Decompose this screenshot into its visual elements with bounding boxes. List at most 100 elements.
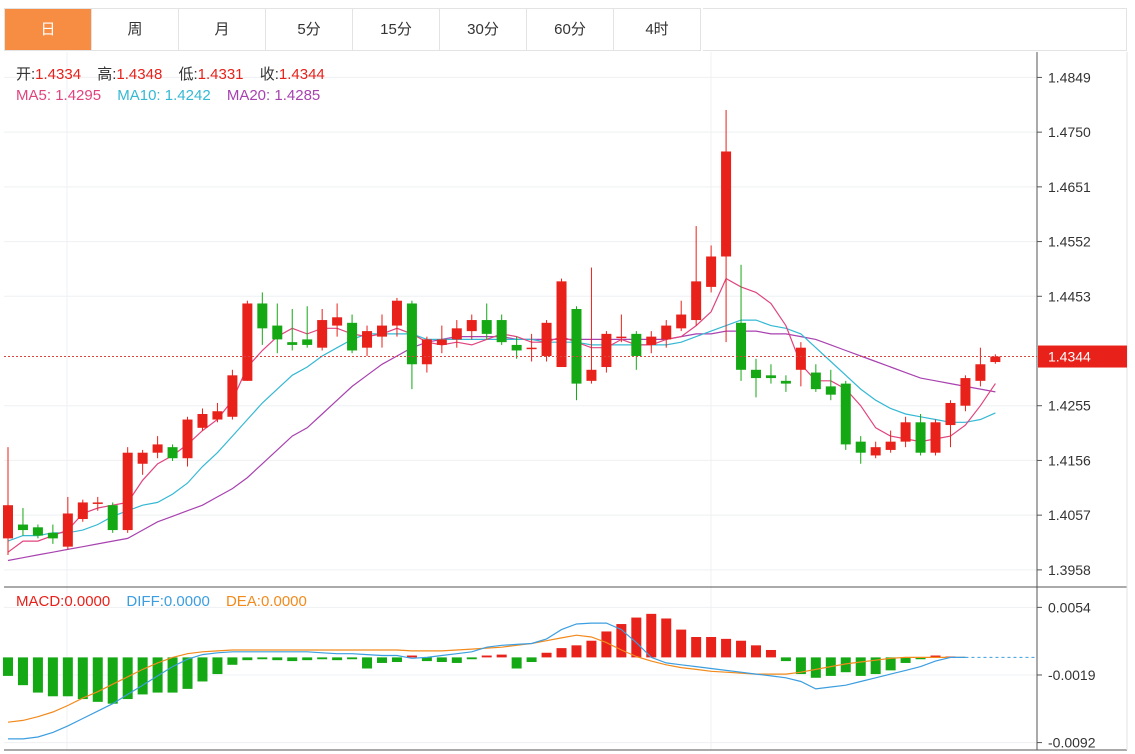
diff-line: [8, 622, 966, 740]
candle-body: [3, 505, 13, 539]
tab-60min[interactable]: 60分: [527, 9, 614, 50]
candle-body: [287, 342, 298, 345]
macd-bar: [377, 657, 387, 663]
tab-15min[interactable]: 15分: [353, 9, 440, 50]
candle-body: [915, 422, 926, 453]
diff-value: 0.0000: [163, 593, 210, 610]
candle-body: [601, 333, 612, 368]
candle: [32, 524, 43, 539]
tabs-bar-filler: [703, 8, 1127, 51]
candle-body: [661, 325, 672, 340]
candle-body: [77, 502, 88, 520]
tab-30min[interactable]: 30分: [440, 9, 527, 50]
candle-body: [736, 322, 747, 370]
candle: [990, 354, 1001, 364]
tab-4hour[interactable]: 4时: [614, 9, 701, 50]
macd-bar: [661, 618, 672, 658]
candle-body: [391, 300, 402, 326]
macd-bar: [511, 657, 522, 669]
macd-bar: [182, 657, 193, 689]
candle: [92, 496, 103, 511]
candle: [780, 375, 791, 392]
candle-body: [152, 444, 163, 453]
candle-body: [676, 314, 687, 329]
candle: [885, 430, 896, 453]
candle-body: [990, 356, 1001, 363]
candle-body: [691, 281, 702, 321]
ma20-value: 1.4285: [274, 87, 321, 104]
macd-bar: [556, 648, 567, 658]
macd-bar: [691, 637, 702, 658]
tab-week[interactable]: 周: [92, 9, 179, 50]
candle: [915, 414, 926, 456]
macd-bar: [302, 657, 313, 661]
tab-5min[interactable]: 5分: [266, 9, 353, 50]
macd-bar: [391, 657, 402, 663]
macd-bar: [436, 657, 447, 663]
candle-body: [945, 402, 956, 426]
candle-body: [840, 383, 851, 445]
macd-bar: [32, 657, 43, 693]
candle: [706, 245, 717, 293]
macd-bar: [496, 654, 507, 658]
candle: [107, 502, 118, 533]
candle: [62, 496, 73, 550]
candle: [810, 364, 821, 392]
price-tick-label: 1.4156: [1048, 452, 1091, 468]
candle: [287, 308, 298, 351]
price-tick-label: 1.3958: [1048, 562, 1091, 578]
price-tick-label: 1.4849: [1048, 69, 1091, 85]
macd-bar: [855, 657, 866, 676]
macd-bar: [646, 613, 657, 658]
candle-body: [421, 339, 432, 365]
candle-body: [466, 320, 477, 332]
candle: [436, 325, 447, 354]
macd-bar: [137, 657, 148, 695]
candle-body: [406, 303, 417, 365]
candle: [167, 444, 178, 461]
ma-legend: MA5: 1.4295 MA10: 1.4242 MA20: 1.4285: [16, 87, 332, 104]
candle: [586, 267, 597, 384]
macd-bar: [780, 657, 791, 662]
macd-bar: [332, 657, 343, 661]
candle-body: [810, 372, 821, 390]
macd-label: MACD:: [16, 593, 65, 610]
candle-body: [362, 331, 373, 348]
last-price-tag: [1038, 345, 1127, 368]
candle-body: [227, 375, 238, 417]
ma20-label: MA20:: [226, 87, 271, 104]
macd-bar: [541, 652, 552, 658]
candle: [272, 303, 283, 354]
candle: [347, 314, 358, 354]
candle-body: [167, 447, 178, 459]
dea-value: 0.0000: [260, 593, 307, 610]
candle-body: [855, 441, 866, 453]
price-axis: 1.4849 1.4750 1.4651 1.4552 1.4453 1.4255 1.41…: [1037, 69, 1091, 578]
candle: [975, 347, 986, 387]
candle-body: [765, 375, 776, 379]
macd-histogram: [3, 613, 1037, 704]
price-tick-label: 1.4552: [1048, 234, 1091, 250]
macd-bar: [795, 657, 806, 675]
candle: [526, 333, 537, 362]
close-value: 1.4344: [278, 66, 325, 83]
candle: [571, 306, 582, 401]
candle-body: [32, 527, 43, 536]
candle-body: [496, 320, 507, 343]
tab-day[interactable]: 日: [5, 9, 92, 50]
candle-body: [751, 369, 761, 379]
tab-month[interactable]: 月: [179, 9, 266, 50]
macd-bar: [287, 657, 298, 662]
candle-body: [930, 422, 941, 453]
candle: [3, 447, 13, 555]
macd-tick-label: -0.0019: [1048, 667, 1096, 683]
candle: [197, 408, 208, 431]
candle-body: [721, 151, 732, 257]
candle-body: [212, 411, 223, 420]
last-price-line: 1.4344: [4, 345, 1127, 368]
candle: [825, 369, 836, 401]
macd-bar: [930, 655, 941, 658]
ma10-value: 1.4242: [164, 87, 211, 104]
macd-bar: [406, 655, 417, 658]
